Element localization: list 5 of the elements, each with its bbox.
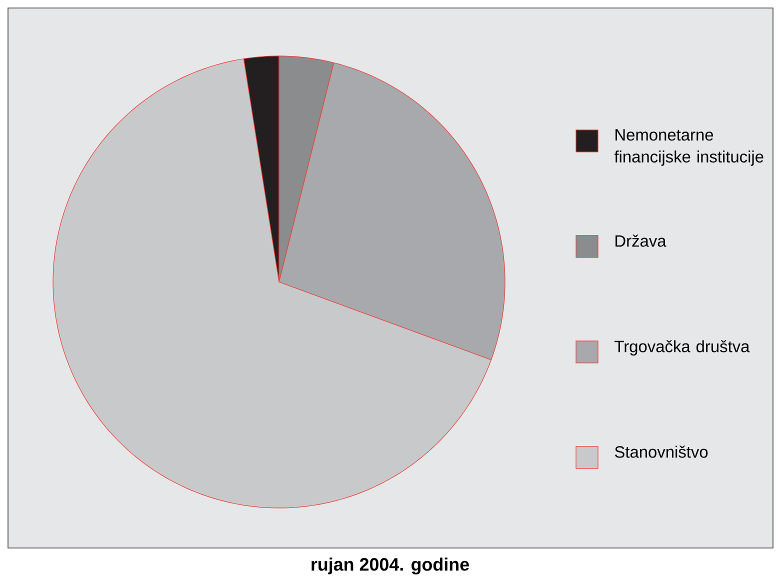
text: rujan 2004. godine — [312, 558, 469, 574]
legend-label: Trgovačka društva — [614, 340, 750, 356]
legend-label: Nemonetarne financijske institucije — [614, 129, 764, 166]
legend-label: Stanovništvo — [614, 446, 708, 458]
legend-label: Država — [616, 234, 666, 247]
